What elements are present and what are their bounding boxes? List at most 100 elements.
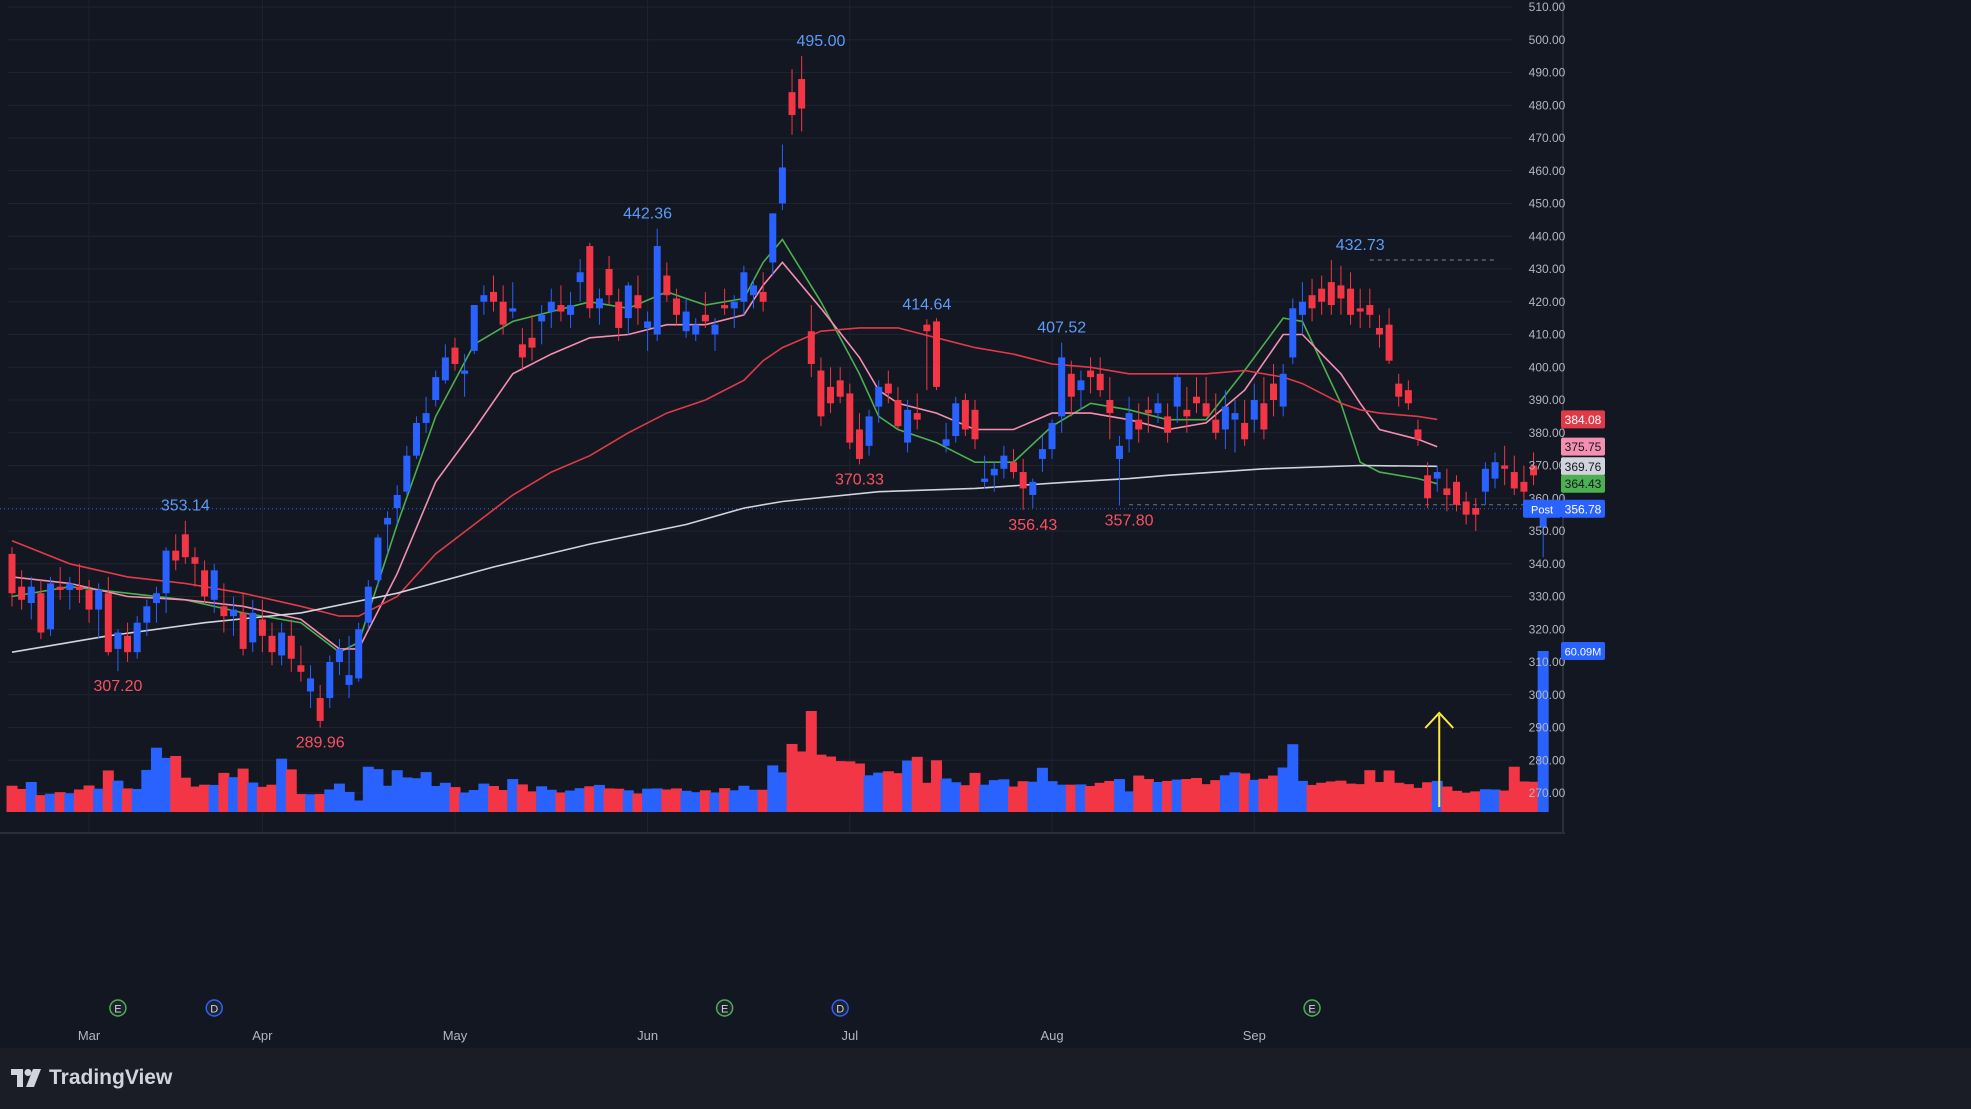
candle-body (1337, 285, 1345, 299)
highlight-arrow-head (1424, 711, 1454, 729)
candle (1221, 390, 1229, 450)
candle (104, 576, 112, 656)
volume-bar (237, 768, 249, 812)
candle (884, 370, 892, 404)
candle-body (1462, 501, 1470, 515)
candle (1135, 403, 1143, 443)
candle (1530, 452, 1538, 486)
high-low-labels: 495.00 442.36 414.64 407.52 432.73 353.14 370.… (93, 33, 1384, 752)
volume-bar (430, 786, 442, 812)
tradingview-logo[interactable]: TradingView (11, 1066, 172, 1090)
candle (1347, 272, 1355, 325)
month-label: Sep (1243, 1028, 1266, 1043)
volume-bar (1460, 792, 1472, 812)
candle-body (682, 311, 690, 332)
low-label: 289.96 (296, 735, 345, 752)
volume-bar (882, 771, 894, 812)
price-tick-label: 280.00 (1529, 753, 1566, 767)
candle (961, 393, 969, 437)
candle (133, 616, 141, 659)
volume-bar (796, 751, 808, 812)
volume-bar (102, 770, 114, 812)
candle-body (104, 593, 112, 653)
candle-body (393, 494, 401, 509)
candle-body (1029, 481, 1037, 495)
candle-body (981, 478, 989, 482)
candle (855, 413, 863, 465)
price-tick-label: 330.00 (1529, 590, 1566, 604)
volume-bar (170, 756, 182, 812)
high-label: 414.64 (902, 296, 951, 313)
volume-bar (603, 788, 615, 812)
candle-body (1144, 409, 1152, 414)
candle (538, 305, 546, 345)
volume-bar (1296, 780, 1308, 812)
candle-body (432, 377, 440, 400)
volume-bar (574, 788, 586, 812)
volume-bar (1094, 782, 1106, 812)
volume-bar (1162, 780, 1174, 812)
candle (1202, 377, 1210, 417)
volume-bar (1181, 779, 1193, 812)
candle-body (297, 665, 305, 672)
price-tick-label: 420.00 (1529, 295, 1566, 309)
candle-body (547, 301, 555, 312)
candle (75, 563, 83, 604)
candle (769, 213, 777, 276)
candle-body (1356, 308, 1364, 312)
volume-bar (112, 780, 124, 812)
price-tick-label: 290.00 (1529, 721, 1566, 735)
volume-bar (613, 788, 625, 812)
price-chart[interactable]: 495.00 442.36 414.64 407.52 432.73 353.14 370.… (0, 0, 1971, 1048)
volume-bar (1113, 779, 1125, 812)
candle (1443, 468, 1451, 512)
candle (1270, 363, 1278, 417)
candle-body (287, 635, 295, 659)
candle-body (1308, 295, 1316, 309)
candle-body (355, 629, 363, 679)
candle-body (730, 301, 738, 309)
volume-bar (834, 761, 846, 812)
event-marker-letter: E (1308, 1004, 1315, 1016)
candle (441, 344, 449, 384)
candle-body (66, 583, 74, 590)
candle-body (37, 593, 45, 633)
volume-bar (1046, 781, 1058, 812)
price-tick-label: 390.00 (1529, 393, 1566, 407)
volume-bar (516, 784, 528, 812)
candle (85, 580, 93, 623)
price-tick-label: 300.00 (1529, 688, 1566, 702)
volume-bar (305, 794, 317, 812)
volume-bar (921, 782, 933, 812)
candle-body (971, 409, 979, 440)
candle-body (133, 622, 141, 653)
candle-body (384, 517, 392, 525)
candle-body (769, 213, 777, 263)
high-label: 353.14 (161, 498, 210, 515)
candle (1154, 393, 1162, 423)
candle (827, 367, 835, 414)
candle (557, 285, 565, 322)
volume-bar (1200, 784, 1212, 812)
candle-body (586, 246, 594, 309)
event-marker: E (1303, 999, 1321, 1017)
highlight-arrow (1424, 711, 1454, 807)
price-tick-label: 500.00 (1529, 33, 1566, 47)
time-axis-labels: Mar Apr May Jun Jul Aug Sep (78, 1028, 1266, 1043)
candle (1067, 360, 1075, 417)
candle-body (412, 422, 420, 456)
candle-body (1192, 396, 1200, 404)
price-tick-label: 430.00 (1529, 262, 1566, 276)
volume-bar (1258, 778, 1270, 812)
candle (942, 422, 950, 453)
candle-body (1510, 472, 1518, 489)
candle-body (8, 553, 16, 594)
candle (1173, 373, 1181, 423)
volume-bar (141, 769, 153, 812)
volume-bar (767, 765, 779, 812)
candle (191, 547, 199, 587)
event-marker-letter: D (836, 1004, 844, 1016)
candle-body (1202, 403, 1210, 417)
volume-bar (160, 757, 172, 812)
